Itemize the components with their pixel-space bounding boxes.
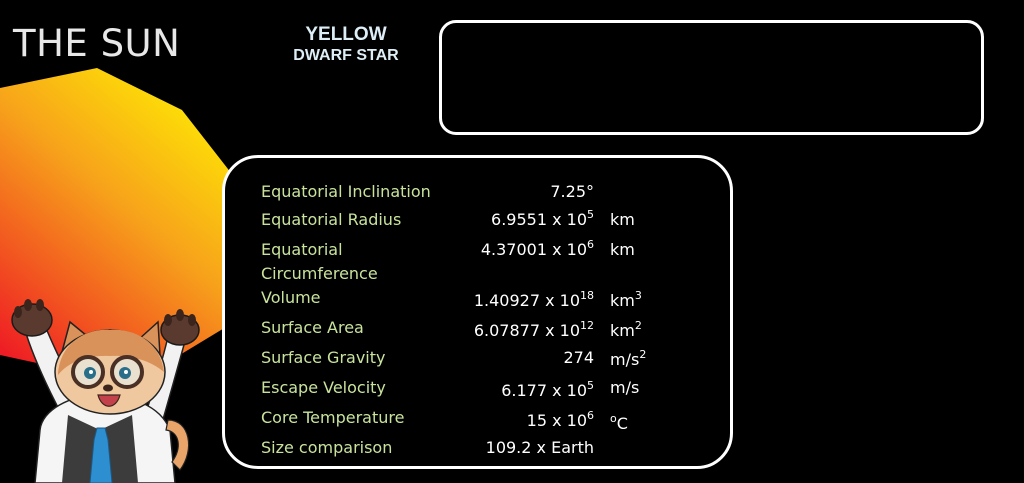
stat-label: Surface Area [261,318,364,337]
stat-mantissa: 15 x 10 [526,411,587,430]
stat-label: Volume [261,288,321,307]
sun-illustration [0,68,252,483]
stat-unit: oC [610,412,628,436]
stat-exponent: 12 [580,318,594,332]
stat-unit: km [610,238,635,262]
stat-unit-degree: o [610,411,617,425]
stat-value: 7.25° [550,180,594,204]
stat-exponent: 5 [587,378,594,392]
stat-unit: km2 [610,319,642,343]
stat-exponent: 18 [580,288,594,302]
stat-value: 109.2 x Earth [486,436,594,460]
stat-value: 6.177 x 105 [501,379,594,403]
stat-label: Surface Gravity [261,348,386,367]
stat-mantissa: 274 [563,348,594,367]
stat-value: 1.40927 x 1018 [474,289,594,313]
stat-exponent: 5 [587,207,594,221]
stat-mantissa: 4.37001 x 10 [480,240,587,259]
stat-unit-base: m/s [610,378,640,397]
stat-value: 4.37001 x 106 [481,238,594,262]
stat-unit: m/s2 [610,348,646,372]
stat-label: Core Temperature [261,408,405,427]
stat-label: Escape Velocity [261,378,386,397]
stat-label: Equatorial Radius [261,210,402,229]
stat-label: Size comparison [261,438,393,457]
stat-mantissa: 6.177 x 10 [501,381,587,400]
stat-unit-base: km [610,291,635,310]
stat-exponent: 6 [587,408,594,422]
stat-mantissa: 6.9551 x 10 [491,210,587,229]
stat-unit: km [610,208,635,232]
stat-unit-base: km [610,321,635,340]
stat-unit-base: m/s [610,350,640,369]
info-panel-empty [439,20,984,135]
stat-unit-exponent: 2 [639,347,647,361]
star-type-line1: YELLOW [305,24,387,45]
stat-value: 6.07877 x 1012 [474,319,594,343]
stats-panel: Equatorial Inclination 7.25° Equatorial … [222,155,733,469]
stat-mantissa: 6.07877 x 10 [473,321,580,340]
stat-mantissa: 109.2 x Earth [485,438,594,457]
stat-unit-tail: C [616,414,628,433]
sun-polygon-icon [0,68,252,373]
cat-scientist-mascot-icon [11,299,200,483]
stat-label: Equatorial [261,240,343,259]
stat-mantissa: 7.25° [550,182,594,201]
star-type-heading: YELLOW DWARF STAR [272,24,420,66]
stat-unit: m/s [610,376,639,400]
star-type-line2: DWARF STAR [293,47,399,64]
stat-value: 274 [563,346,594,370]
stat-label-line2: Circumference [261,264,378,283]
stat-value: 6.9551 x 105 [491,208,594,232]
stat-unit-exponent: 3 [634,288,642,302]
stat-label: Equatorial Inclination [261,182,431,201]
page-title: THE SUN [13,22,181,65]
stat-unit-base: km [610,210,635,229]
stat-value: 15 x 106 [527,409,594,433]
stat-mantissa: 1.40927 x 10 [473,291,580,310]
stat-unit-exponent: 2 [634,318,642,332]
stat-unit: km3 [610,289,642,313]
stat-unit-base: km [610,240,635,259]
stat-exponent: 6 [587,237,594,251]
